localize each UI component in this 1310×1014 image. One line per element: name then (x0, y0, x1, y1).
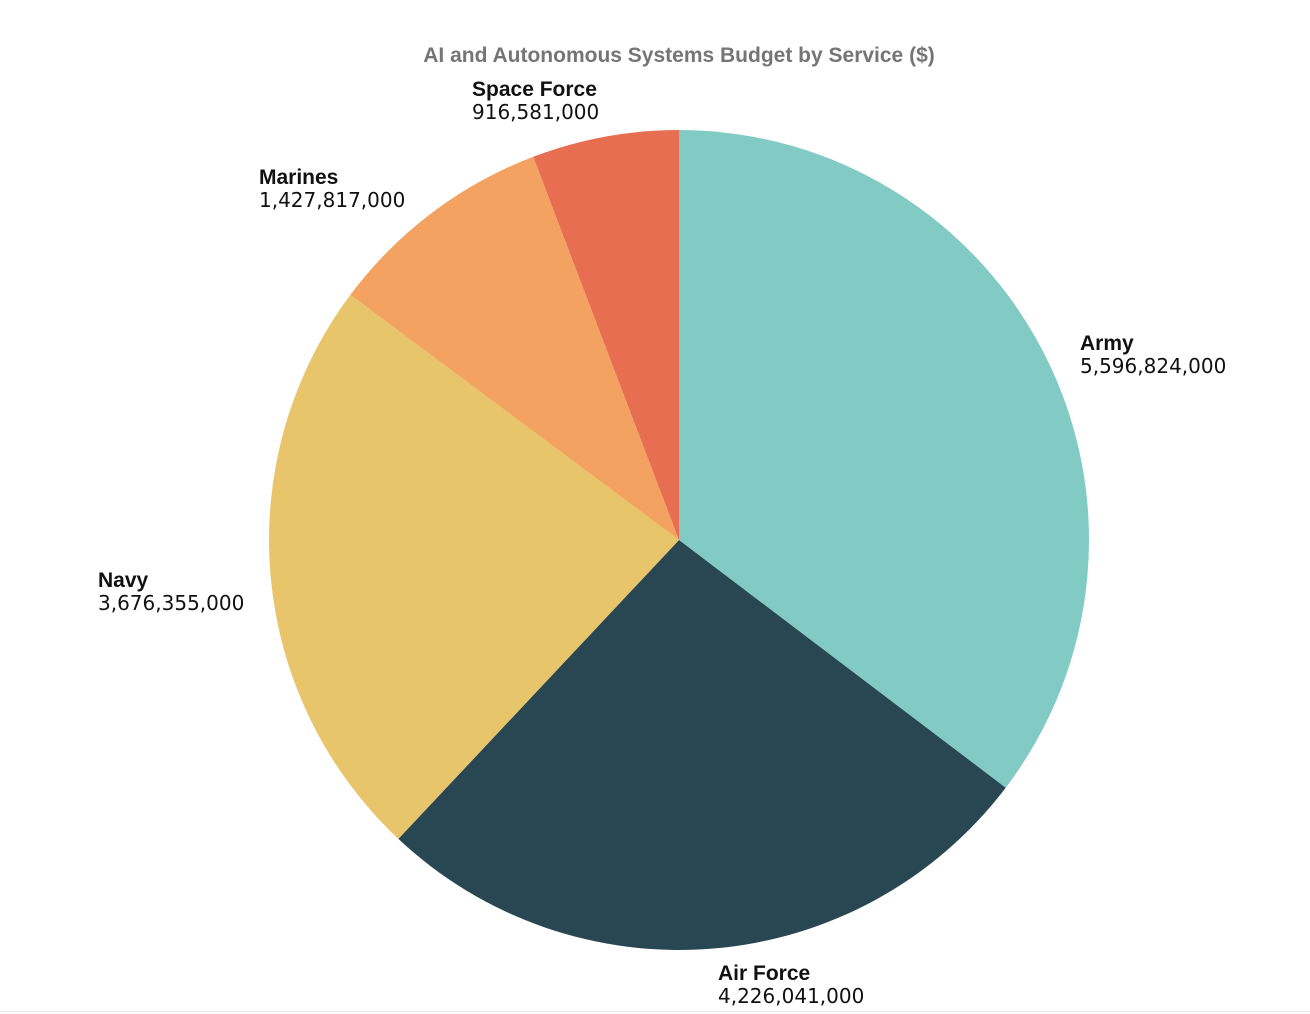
chart-title: AI and Autonomous Systems Budget by Serv… (423, 44, 935, 67)
pie-slice-navy (269, 294, 679, 839)
slice-label-space-force: Space Force (472, 78, 597, 101)
pie-slices (269, 130, 1089, 951)
bottom-divider (0, 1011, 1310, 1012)
slice-label-army: Army (1080, 332, 1134, 355)
pie-slice-air-force (398, 540, 1006, 951)
pie-slice-space-force (533, 130, 679, 540)
slice-label-marines: Marines (259, 166, 338, 189)
slice-value-army: 5,596,824,000 (1080, 354, 1226, 378)
pie-slice-marines (350, 156, 679, 540)
slice-label-air-force: Air Force (718, 962, 810, 985)
slice-value-marines: 1,427,817,000 (259, 188, 405, 212)
pie-slice-army (679, 130, 1089, 788)
slice-value-air-force: 4,226,041,000 (718, 984, 864, 1008)
slice-label-navy: Navy (98, 569, 149, 592)
slice-value-navy: 3,676,355,000 (98, 591, 244, 615)
slice-value-space-force: 916,581,000 (472, 100, 599, 124)
